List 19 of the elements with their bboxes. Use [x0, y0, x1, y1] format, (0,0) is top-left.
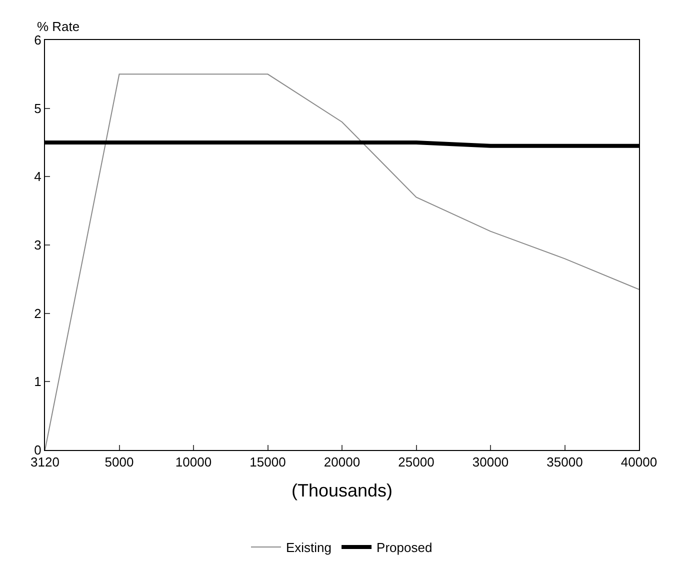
x-tick-label: 40000	[620, 454, 658, 470]
y-tick-label: 5	[34, 100, 42, 116]
y-tick-label: 2	[34, 306, 42, 321]
y-tick-label: 4	[34, 169, 42, 184]
legend-label: Existing	[286, 540, 332, 556]
y-tick-label: 1	[34, 374, 42, 390]
x-tick-label: 5000	[104, 454, 134, 470]
x-tick-label: 10000	[175, 454, 212, 470]
x-tick-label: 30000	[472, 454, 509, 470]
y-tick-label: 6	[34, 32, 42, 48]
y-axis-title: % Rate	[37, 19, 80, 34]
x-tick-label: 35000	[546, 454, 583, 470]
legend-label: Proposed	[376, 540, 432, 556]
x-axis-title: (Thousands)	[291, 480, 393, 501]
x-tick-label: 25000	[398, 454, 434, 470]
x-tick-label: 20000	[324, 454, 360, 470]
y-tick-label: 3	[34, 238, 42, 253]
x-tick-label: 15000	[250, 454, 286, 470]
line-series	[45, 74, 639, 450]
